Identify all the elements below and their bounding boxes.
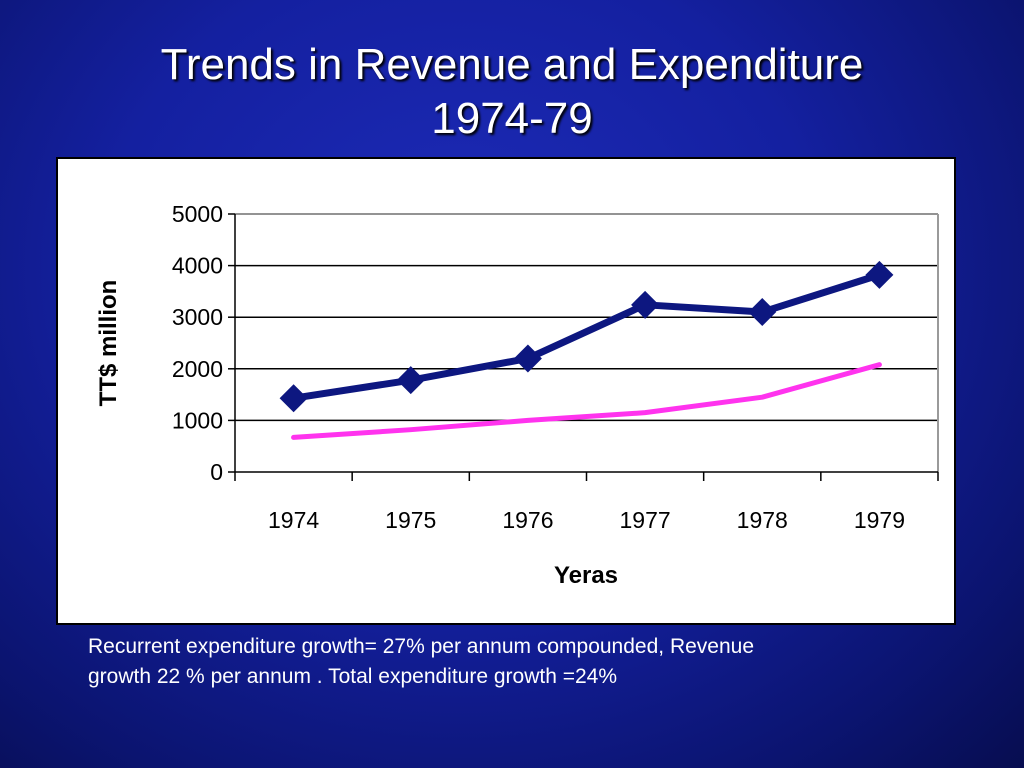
y-tick-label: 2000 (172, 356, 223, 382)
y-tick-labels: 0 1000 2000 3000 4000 5000 (172, 201, 223, 485)
caption: Recurrent expenditure growth= 27% per an… (88, 632, 928, 692)
data-point (396, 366, 425, 395)
x-tick-label: 1976 (502, 507, 553, 533)
data-point (513, 344, 542, 373)
data-point (748, 298, 777, 327)
title-line-2: 1974-79 (431, 94, 593, 143)
caption-line-2: growth 22 % per annum . Total expenditur… (88, 665, 618, 688)
x-tick-label: 1978 (737, 507, 788, 533)
y-axis-label: TT$ million (95, 280, 122, 407)
series-group (279, 260, 894, 440)
slide-title: Trends in Revenue and Expenditure 1974-7… (0, 38, 1024, 146)
x-axis-label: Yeras (554, 562, 618, 589)
x-tick-label: 1979 (854, 507, 905, 533)
data-point (631, 290, 660, 319)
series-line-1 (291, 362, 882, 440)
x-tick-label: 1974 (268, 507, 319, 533)
y-tick-label: 4000 (172, 253, 223, 279)
x-tick-label: 1977 (619, 507, 670, 533)
x-tick-labels: 1974 1975 1976 1977 1978 1979 (268, 507, 905, 533)
caption-line-1: Recurrent expenditure growth= 27% per an… (88, 635, 755, 658)
chart-panel: 0 1000 2000 3000 4000 5000 1974 1975 1976 1977 19… (56, 157, 956, 625)
y-tick-label: 3000 (172, 304, 223, 330)
data-point (865, 260, 894, 289)
title-line-1: Trends in Revenue and Expenditure (160, 40, 864, 89)
y-tick-label: 1000 (172, 407, 223, 433)
y-tick-label: 0 (210, 459, 223, 485)
data-point (279, 384, 308, 413)
axes (228, 213, 939, 481)
x-tick-label: 1975 (385, 507, 436, 533)
y-tick-label: 5000 (172, 201, 223, 227)
series-line-0 (290, 271, 883, 402)
